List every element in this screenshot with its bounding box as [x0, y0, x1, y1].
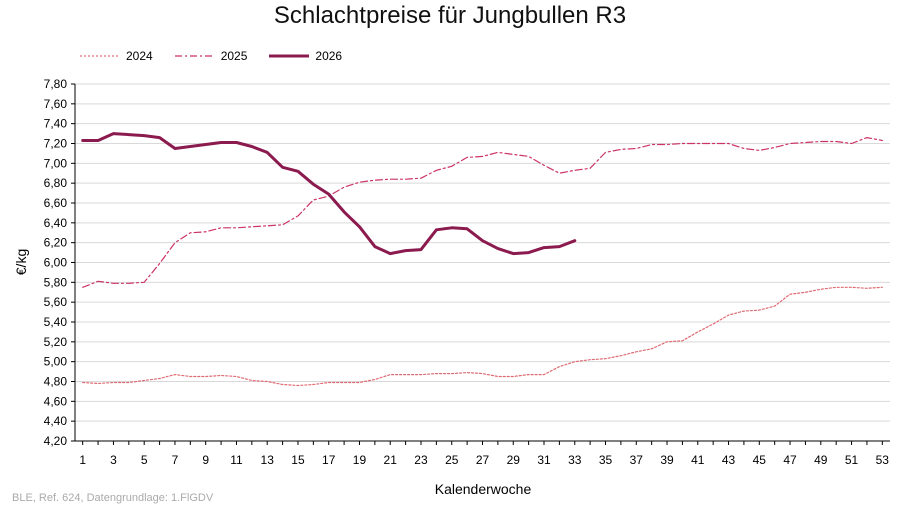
legend-item-2024: 2024: [80, 49, 153, 63]
axes: [71, 83, 890, 445]
x-tick-label: 5: [141, 453, 148, 467]
x-tick-label: 23: [414, 453, 428, 467]
x-tick-label: 15: [291, 453, 305, 467]
series-line-2026: [81, 132, 577, 256]
y-tick-label: 5,80: [44, 275, 68, 289]
y-tick-label: 4,60: [44, 394, 68, 408]
chart-title: Schlachtpreise für Jungbullen R3: [273, 2, 627, 29]
x-tick-label: 31: [537, 453, 551, 467]
y-axis-title: €/kg: [13, 249, 29, 275]
series-line-2025: [82, 137, 883, 288]
y-tick-label: 6,40: [44, 216, 68, 230]
y-tick-label: 6,00: [44, 256, 68, 270]
x-tick-label: 37: [630, 453, 644, 467]
y-tick-label: 4,80: [44, 375, 68, 389]
x-tick-label: 51: [845, 453, 859, 467]
x-tick-label: 29: [507, 453, 521, 467]
y-tick-label: 6,60: [44, 196, 68, 210]
series-lines: [81, 132, 883, 387]
x-tick-label: 9: [202, 453, 209, 467]
y-tick-label: 5,20: [44, 335, 68, 349]
legend-label-2024: 2024: [126, 49, 153, 63]
x-tick-label: 47: [783, 453, 797, 467]
legend-item-2025: 2025: [174, 49, 248, 63]
x-tick-label: 49: [814, 453, 828, 467]
y-tick-label: 5,40: [44, 315, 68, 329]
y-tick-label: 7,00: [44, 156, 68, 170]
y-tick-label: 7,20: [44, 137, 68, 151]
gridlines: [75, 83, 890, 422]
x-tick-label: 53: [876, 453, 890, 467]
y-tick-label: 5,60: [44, 295, 68, 309]
x-tick-label: 17: [322, 453, 336, 467]
x-tick-label: 13: [261, 453, 275, 467]
y-tick-label: 4,20: [44, 434, 68, 448]
x-tick-label: 45: [753, 453, 767, 467]
y-tick-label: 6,20: [44, 236, 68, 250]
x-tick-label: 27: [476, 453, 490, 467]
x-tick-label: 11: [230, 453, 243, 467]
x-tick-label: 19: [353, 453, 367, 467]
x-tick-label: 43: [722, 453, 736, 467]
x-tick-label: 3: [110, 453, 117, 467]
y-tick-label: 4,40: [44, 414, 68, 428]
legend-label-2025: 2025: [220, 49, 248, 63]
legend: 2024 2025 2026: [80, 48, 342, 64]
x-tick-label: 1: [79, 453, 86, 467]
legend-label-2026: 2026: [315, 49, 343, 63]
x-axis-title: Kalenderwoche: [435, 481, 532, 497]
source-note: BLE, Ref. 624, Datengrundlage: 1.FlGDV: [12, 492, 214, 504]
legend-swatch-2026: [269, 54, 310, 58]
x-tick-label: 25: [445, 453, 459, 467]
x-tick-label: 7: [172, 453, 179, 467]
legend-item-2026: 2026: [269, 49, 342, 63]
x-tick-label: 21: [384, 453, 398, 467]
x-tick-label: 41: [691, 453, 705, 467]
legend-swatch-2024: [80, 55, 120, 57]
x-tick-label: 33: [568, 453, 582, 467]
legend-swatch-2025: [174, 55, 215, 57]
series-line-2024: [82, 286, 883, 387]
x-tick-label: 39: [660, 453, 674, 467]
y-tick-label: 7,60: [44, 97, 68, 111]
y-tick-label: 5,00: [44, 355, 68, 369]
y-tick-label: 7,80: [44, 77, 68, 91]
y-tick-label: 6,80: [44, 176, 68, 190]
y-tick-label: 7,40: [44, 117, 68, 131]
tick-labels: 4,20 4,40 4,60 4,80 5,00 5,20 5,40 5,60 5,80 6,00…: [44, 77, 890, 467]
x-tick-label: 35: [599, 453, 613, 467]
